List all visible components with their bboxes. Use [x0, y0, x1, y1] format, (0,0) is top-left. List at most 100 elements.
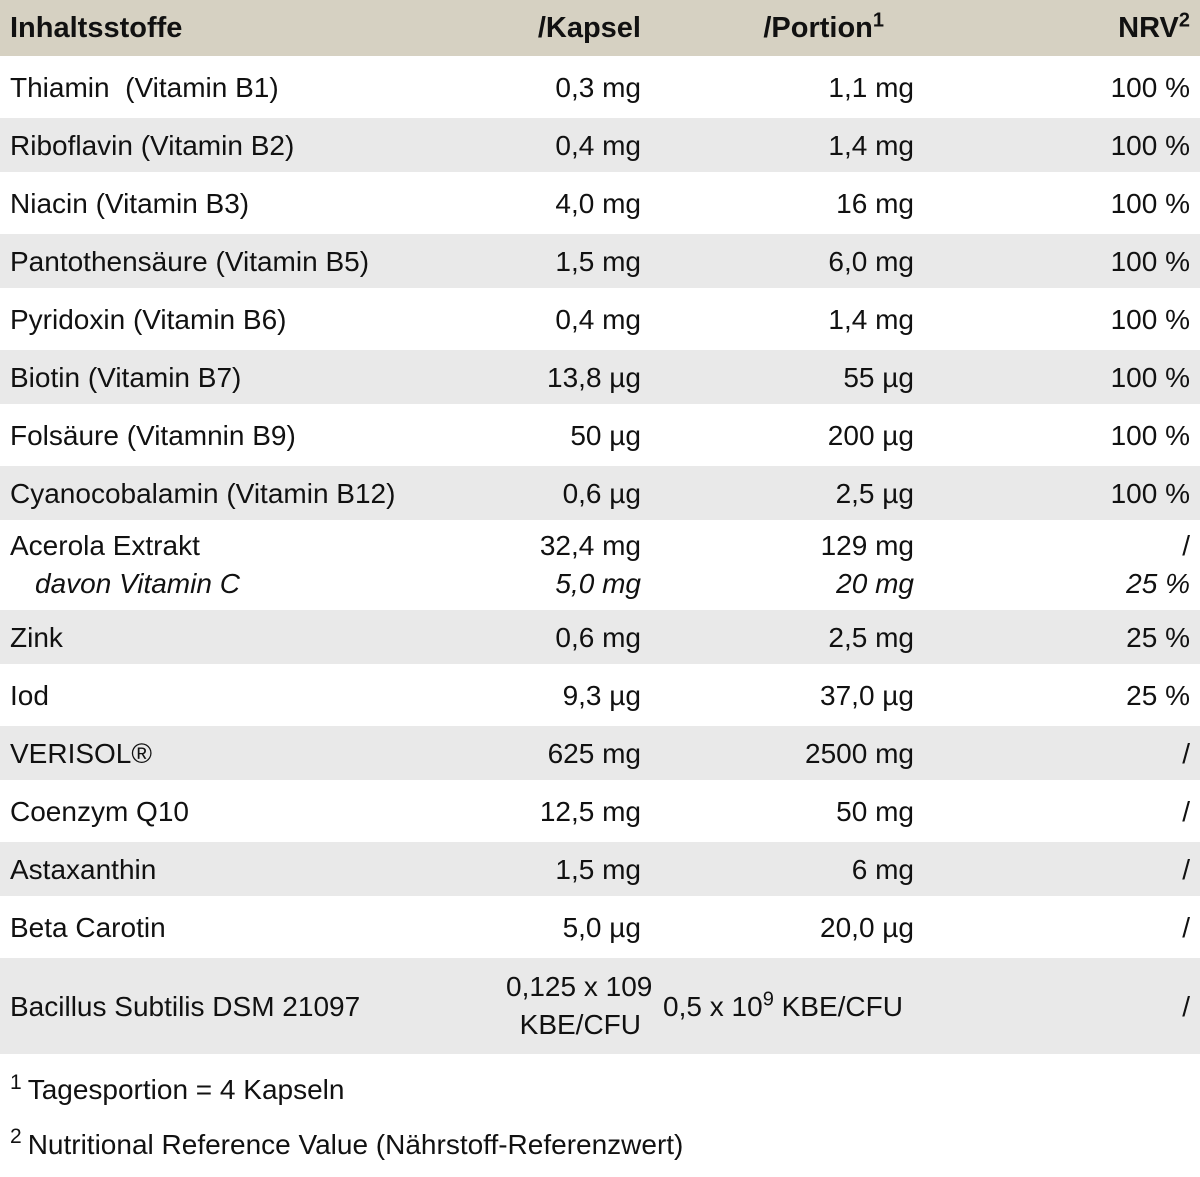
kapsel-value-cell: 0,4 mg: [505, 290, 645, 350]
nrv-value-cell: /: [920, 782, 1200, 842]
footnote-nrv-marker: 2: [10, 1125, 22, 1149]
header-per-capsule: /Kapsel: [505, 0, 645, 60]
ingredient-name-cell: Bacillus Subtilis DSM 21097: [0, 956, 505, 1058]
portion-value-cell: 16 mg: [645, 174, 920, 234]
table-row: Beta Carotin 5,0 µg 20,0 µg /: [0, 898, 1200, 958]
nrv-value-cell: 100 %: [920, 290, 1200, 350]
nrv-value-cell: /: [920, 724, 1200, 784]
footnotes: 1 Tagesportion = 4 Kapseln 2 Nutritional R…: [0, 1070, 1200, 1165]
portion-value-cell: 200 µg: [645, 406, 920, 466]
table-row: Iod 9,3 µg 37,0 µg 25 %: [0, 666, 1200, 726]
nrv-value-cell: /: [920, 840, 1200, 900]
portion-value-cell: 50 mg: [645, 782, 920, 842]
ingredient-name-cell: Thiamin (Vitamin B1): [0, 58, 505, 118]
kapsel-value-cell: 1,5 mg: [505, 232, 645, 292]
kapsel-value-cell: 4,0 mg: [505, 174, 645, 234]
sub-line: 20 mg: [836, 568, 914, 599]
portion-value-cell: 1,1 mg: [645, 58, 920, 118]
value-part: KBE/CFU: [773, 990, 903, 1022]
kapsel-value-cell: 0,6 µg: [505, 464, 645, 524]
main-line: Acerola Extrakt: [10, 530, 200, 561]
ingredient-name-cell: Zink: [0, 608, 505, 668]
table-header: Inhaltsstoffe /Kapsel /Portion1 NRV2: [0, 0, 1200, 60]
portion-value-cell: 6,0 mg: [645, 232, 920, 292]
portion-value-cell: 2,5 mg: [645, 608, 920, 668]
kapsel-value-cell: 32,4 mg 5,0 mg: [505, 522, 645, 610]
nrv-value-cell: 25 %: [920, 666, 1200, 726]
portion-value-cell: 37,0 µg: [645, 666, 920, 726]
table-row: Biotin (Vitamin B7) 13,8 µg 55 µg 100 %: [0, 348, 1200, 408]
nrv-value-cell: 100 %: [920, 174, 1200, 234]
footnote-nrv: 2 Nutritional Reference Value (Nährstoff-…: [10, 1125, 1200, 1166]
kapsel-value-cell: 12,5 mg: [505, 782, 645, 842]
ingredient-name-cell: Riboflavin (Vitamin B2): [0, 116, 505, 176]
table-row: Coenzym Q10 12,5 mg 50 mg /: [0, 782, 1200, 842]
nrv-value-cell: 100 %: [920, 406, 1200, 466]
ingredient-name-cell: Biotin (Vitamin B7): [0, 348, 505, 408]
main-line: 129 mg: [820, 530, 914, 561]
table-row: Zink 0,6 mg 2,5 mg 25 %: [0, 608, 1200, 668]
table-row: Pyridoxin (Vitamin B6) 0,4 mg 1,4 mg 100 %: [0, 290, 1200, 350]
portion-value-cell: 129 mg 20 mg: [645, 522, 920, 610]
table-row: Thiamin (Vitamin B1) 0,3 mg 1,1 mg 100 %: [0, 58, 1200, 118]
kapsel-value-cell: 50 µg: [505, 406, 645, 466]
sub-line: 5,0 mg: [555, 568, 641, 599]
ingredient-name-cell: Niacin (Vitamin B3): [0, 174, 505, 234]
kapsel-value-cell: 1,5 mg: [505, 840, 645, 900]
nrv-value-cell: / 25 %: [920, 522, 1200, 610]
header-per-portion: /Portion1: [645, 0, 920, 60]
ingredient-name-cell: Astaxanthin: [0, 840, 505, 900]
nrv-value-cell: 100 %: [920, 348, 1200, 408]
footnote-portion-text: Tagesportion = 4 Kapseln: [27, 1074, 345, 1105]
header-nrv: NRV2: [920, 0, 1200, 60]
main-line: 32,4 mg: [539, 530, 641, 561]
header-nrv-footnote-marker: 2: [1178, 9, 1190, 32]
header-ingredients: Inhaltsstoffe: [0, 0, 505, 60]
sub-line: 25 %: [1126, 568, 1190, 599]
ingredient-name-cell: VERISOL®: [0, 724, 505, 784]
portion-value-cell: 6 mg: [645, 840, 920, 900]
table-row: VERISOL® 625 mg 2500 mg /: [0, 724, 1200, 784]
table-row: Astaxanthin 1,5 mg 6 mg /: [0, 840, 1200, 900]
portion-value-cell: 20,0 µg: [645, 898, 920, 958]
header-per-portion-footnote-marker: 1: [872, 9, 884, 32]
value-part: 0,5 x 10: [663, 990, 763, 1022]
nrv-value-cell: 100 %: [920, 58, 1200, 118]
ingredient-name-cell: Coenzym Q10: [0, 782, 505, 842]
table-row: Bacillus Subtilis DSM 21097 0,125 x 109 KB…: [0, 956, 1200, 1058]
footnote-portion: 1 Tagesportion = 4 Kapseln: [10, 1070, 1200, 1111]
ingredient-name-cell: Pantothensäure (Vitamin B5): [0, 232, 505, 292]
value-line: 0,125 x 109: [506, 971, 653, 1002]
table-row: Niacin (Vitamin B3) 4,0 mg 16 mg 100 %: [0, 174, 1200, 234]
kapsel-value-cell: 9,3 µg: [505, 666, 645, 726]
kapsel-value-cell: 0,125 x 109 KBE/CFU: [505, 956, 653, 1058]
nrv-value-cell: 100 %: [920, 464, 1200, 524]
footnote-nrv-text: Nutritional Reference Value (Nährstoff-R…: [27, 1128, 684, 1160]
nrv-value-cell: 100 %: [920, 232, 1200, 292]
ingredient-name-cell: Cyanocobalamin (Vitamin B12): [0, 464, 505, 524]
table-body: Thiamin (Vitamin B1) 0,3 mg 1,1 mg 100 % Rib…: [0, 58, 1200, 1058]
ingredient-name-cell: Folsäure (Vitamnin B9): [0, 406, 505, 466]
kapsel-value-cell: 0,6 mg: [505, 608, 645, 668]
footnote-portion-marker: 1: [10, 1070, 22, 1094]
portion-value-cell: 1,4 mg: [645, 290, 920, 350]
portion-value-cell: 0,5 x 109 KBE/CFU: [645, 956, 920, 1058]
ingredient-name-cell: Pyridoxin (Vitamin B6): [0, 290, 505, 350]
sub-line: davon Vitamin C: [35, 568, 240, 599]
table-row: Riboflavin (Vitamin B2) 0,4 mg 1,4 mg 100 %: [0, 116, 1200, 176]
portion-value-cell: 55 µg: [645, 348, 920, 408]
ingredient-name-cell: Beta Carotin: [0, 898, 505, 958]
ingredients-table: Inhaltsstoffe /Kapsel /Portion1 NRV2 Thi…: [0, 0, 1200, 1058]
value-part: 9: [762, 988, 774, 1011]
nrv-value-cell: 25 %: [920, 608, 1200, 668]
table-row: Pantothensäure (Vitamin B5) 1,5 mg 6,0 mg 1…: [0, 232, 1200, 292]
table-row: Acerola Extrakt davon Vitamin C 32,4 mg 5,0…: [0, 522, 1200, 610]
kapsel-value-cell: 625 mg: [505, 724, 645, 784]
kapsel-value-cell: 0,4 mg: [505, 116, 645, 176]
table-row: Folsäure (Vitamnin B9) 50 µg 200 µg 100 %: [0, 406, 1200, 466]
nrv-value-cell: /: [920, 898, 1200, 958]
ingredient-name-cell: Iod: [0, 666, 505, 726]
portion-value-cell: 1,4 mg: [645, 116, 920, 176]
kapsel-value-cell: 13,8 µg: [505, 348, 645, 408]
